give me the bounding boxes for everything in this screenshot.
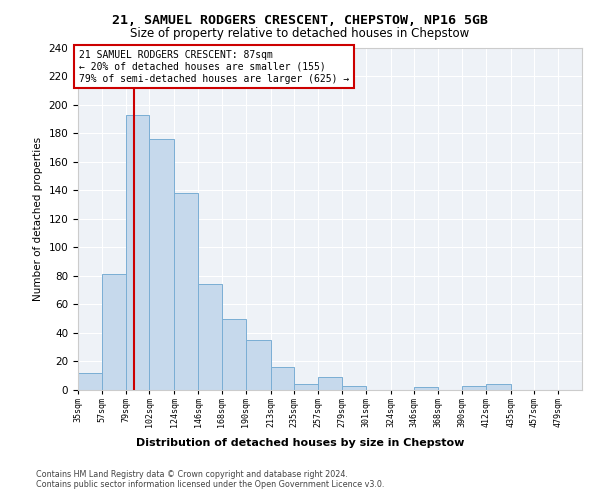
Bar [486, 384, 511, 390]
Y-axis label: Number of detached properties: Number of detached properties [33, 136, 43, 301]
Bar [415, 387, 438, 390]
Text: 21 SAMUEL RODGERS CRESCENT: 87sqm
← 20% of detached houses are smaller (155)
79%: 21 SAMUEL RODGERS CRESCENT: 87sqm ← 20% … [79, 50, 349, 84]
Bar [318, 377, 342, 390]
Bar [342, 386, 365, 390]
Bar [462, 386, 486, 390]
Text: Distribution of detached houses by size in Chepstow: Distribution of detached houses by size … [136, 438, 464, 448]
Bar [245, 340, 271, 390]
Bar [102, 274, 125, 390]
Text: Contains HM Land Registry data © Crown copyright and database right 2024.: Contains HM Land Registry data © Crown c… [36, 470, 348, 479]
Text: Contains public sector information licensed under the Open Government Licence v3: Contains public sector information licen… [36, 480, 385, 489]
Text: Size of property relative to detached houses in Chepstow: Size of property relative to detached ho… [130, 28, 470, 40]
Bar [271, 367, 295, 390]
Text: 21, SAMUEL RODGERS CRESCENT, CHEPSTOW, NP16 5GB: 21, SAMUEL RODGERS CRESCENT, CHEPSTOW, N… [112, 14, 488, 27]
Bar [78, 373, 102, 390]
Bar [222, 318, 245, 390]
Bar [149, 139, 174, 390]
Bar [174, 193, 198, 390]
Bar [295, 384, 318, 390]
Bar [125, 114, 149, 390]
Bar [198, 284, 222, 390]
